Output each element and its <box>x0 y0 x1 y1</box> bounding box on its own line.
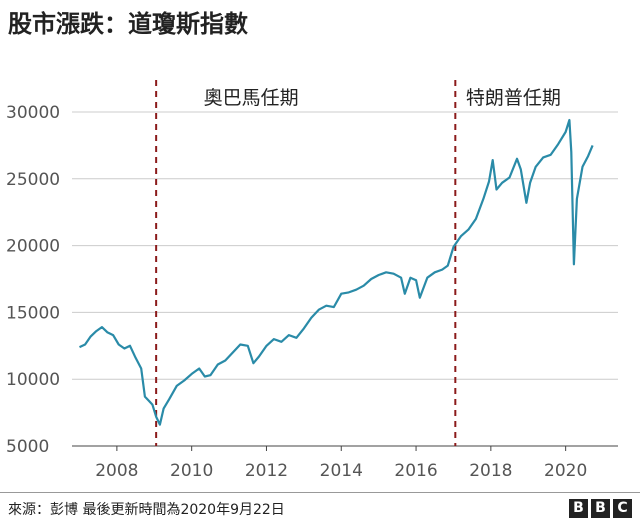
x-axis-tick-labels: 2008 2010 2012 2014 2016 2018 2020 <box>95 446 587 481</box>
x-tick-label-2008: 2008 <box>95 461 138 481</box>
bbc-logo-block-1: B <box>591 499 610 518</box>
page-title: 股市漲跌：道瓊斯指數 <box>8 10 248 38</box>
source-note: 來源：彭博 最後更新時間為2020年9月22日 <box>8 502 285 518</box>
x-tick-label-2012: 2012 <box>245 461 288 481</box>
bbc-logo-block-0: B <box>569 499 588 518</box>
x-tick-label-2020: 2020 <box>544 461 587 481</box>
x-tick-label-2016: 2016 <box>394 461 437 481</box>
y-tick-label-5000: 5000 <box>6 437 49 457</box>
y-tick-label-10000: 10000 <box>6 370 60 390</box>
y-axis-tick-labels: 5000 10000 15000 20000 25000 30000 <box>6 103 60 457</box>
bbc-logo-block-2: C <box>613 499 632 518</box>
gridlines <box>72 111 618 447</box>
x-tick-label-2014: 2014 <box>320 461 363 481</box>
x-tick-label-2018: 2018 <box>469 461 512 481</box>
x-tick-label-2010: 2010 <box>170 461 213 481</box>
y-tick-label-30000: 30000 <box>6 103 60 123</box>
term-label-1: 特朗普任期 <box>466 87 561 109</box>
y-tick-label-15000: 15000 <box>6 303 60 323</box>
term-markers: 奧巴馬任期 特朗普任期 <box>155 80 561 446</box>
series-line-dow-jones <box>79 118 594 426</box>
term-label-0: 奧巴馬任期 <box>204 87 299 109</box>
y-tick-label-25000: 25000 <box>6 170 60 190</box>
series-group <box>79 118 594 426</box>
y-tick-label-20000: 20000 <box>6 237 60 257</box>
